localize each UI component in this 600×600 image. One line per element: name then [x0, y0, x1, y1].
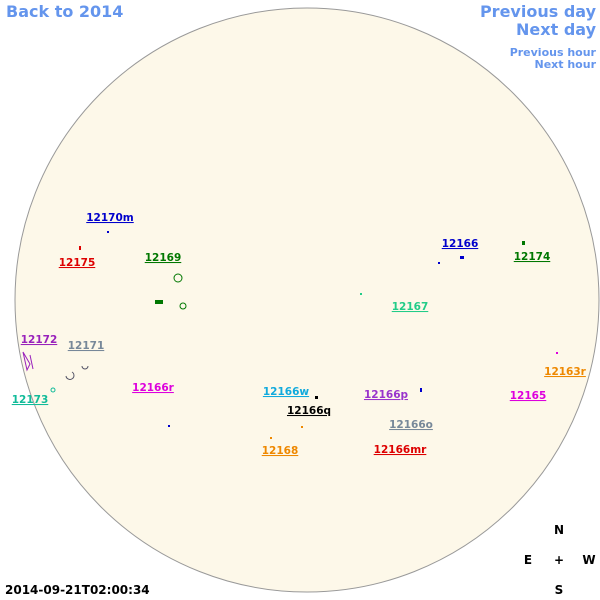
back-link[interactable]: Back to 2014	[6, 2, 123, 21]
region-label[interactable]: 12166p	[364, 389, 409, 401]
spot	[556, 352, 558, 354]
region-label[interactable]: 12168	[262, 445, 299, 457]
spot	[65, 365, 89, 380]
region-label[interactable]: 12163r	[544, 366, 587, 378]
spot	[50, 387, 56, 393]
region-label[interactable]: 12166	[442, 238, 479, 250]
spot	[173, 273, 183, 283]
region-label[interactable]: 12174	[514, 251, 551, 263]
compass-west: W	[582, 553, 595, 567]
region-label[interactable]: 12169	[145, 252, 182, 264]
spot	[107, 231, 109, 233]
compass-south: S	[555, 583, 564, 597]
spot	[315, 396, 318, 399]
region-label[interactable]: 12175	[59, 257, 96, 269]
region-label[interactable]: 12166r	[132, 382, 175, 394]
region-label[interactable]: 12166q	[287, 405, 331, 417]
region-label[interactable]: 12166mr	[374, 444, 427, 456]
next-day-link[interactable]: Next day	[516, 20, 597, 39]
region-label[interactable]: 12166w	[263, 386, 310, 398]
spot	[301, 426, 303, 428]
spot	[179, 302, 187, 310]
region-label[interactable]: 12165	[510, 390, 547, 402]
previous-hour-link[interactable]: Previous hour	[510, 46, 597, 59]
spots	[22, 231, 558, 439]
spot	[168, 425, 170, 427]
spot	[360, 293, 362, 295]
region-label[interactable]: 12170m	[86, 212, 134, 224]
region-label[interactable]: 12173	[12, 394, 49, 406]
previous-day-link[interactable]: Previous day	[480, 2, 597, 21]
region-label[interactable]: 12167	[392, 301, 429, 313]
spot	[460, 256, 464, 259]
spot	[522, 241, 525, 245]
spot	[79, 246, 81, 250]
compass-center: +	[554, 553, 564, 567]
spot	[155, 300, 163, 304]
spot	[420, 388, 422, 392]
compass-north: N	[554, 523, 564, 537]
spot	[22, 351, 34, 372]
region-label[interactable]: 12166o	[389, 419, 433, 431]
solar-disk	[14, 7, 600, 593]
spot	[270, 437, 272, 439]
region-label[interactable]: 12172	[21, 334, 58, 346]
compass-east: E	[524, 553, 532, 567]
spot	[438, 262, 440, 264]
region-label[interactable]: 12171	[68, 340, 105, 352]
timestamp: 2014-09-21T02:00:34	[5, 583, 150, 597]
next-hour-link[interactable]: Next hour	[535, 58, 597, 71]
